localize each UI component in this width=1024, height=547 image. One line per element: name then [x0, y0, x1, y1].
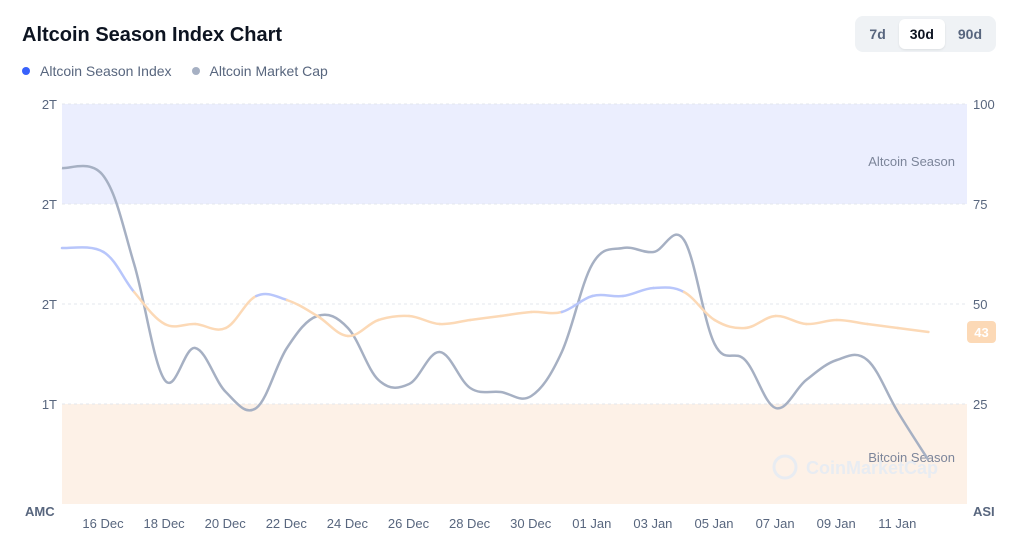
range-90d-button[interactable]: 90d — [957, 26, 982, 42]
series-altcoin-season-index-segment — [713, 318, 747, 330]
range-30d-button[interactable]: 30d — [898, 19, 945, 49]
series-altcoin-season-index-segment — [316, 314, 350, 338]
x-axis-tick: 20 Dec — [205, 516, 247, 531]
right-axis-title: ASI — [973, 504, 995, 519]
series-altcoin-season-index-segment — [407, 314, 441, 326]
legend-item-amc[interactable]: Altcoin Market Cap — [191, 63, 328, 79]
x-axis-tick: 03 Jan — [633, 516, 672, 531]
x-axis-tick: 16 Dec — [82, 516, 124, 531]
x-axis-tick: 18 Dec — [143, 516, 185, 531]
right-axis-tick-25: 25 — [973, 397, 987, 412]
series-altcoin-season-index-segment — [163, 322, 197, 328]
series-altcoin-season-index-segment — [896, 326, 930, 334]
legend-label-amc: Altcoin Market Cap — [209, 63, 328, 79]
x-axis-tick: 07 Jan — [756, 516, 795, 531]
x-axis-tick: 09 Jan — [817, 516, 856, 531]
series-altcoin-season-index-segment — [621, 286, 655, 298]
series-altcoin-season-index-segment — [132, 290, 166, 326]
coinmarketcap-watermark: CoinMarketCap — [772, 454, 938, 480]
series-altcoin-season-index-segment — [866, 322, 900, 330]
series-altcoin-season-index-segment — [682, 290, 716, 322]
bitcoin-season-zone — [62, 404, 967, 504]
series-altcoin-season-index-segment — [774, 314, 808, 326]
series-altcoin-season-index-segment — [224, 294, 258, 330]
series-altcoin-season-index-segment — [499, 310, 533, 318]
current-value-badge — [967, 321, 996, 343]
x-axis-tick: 05 Jan — [694, 516, 733, 531]
x-axis-tick: 26 Dec — [388, 516, 430, 531]
series-altcoin-season-index-segment — [652, 286, 686, 294]
watermark-logo-icon — [772, 454, 798, 480]
bitcoin-season-label: Bitcoin Season — [868, 450, 955, 465]
right-axis-tick-75: 75 — [973, 197, 987, 212]
range-7d-button[interactable]: 7d — [869, 26, 886, 42]
chart-legend: Altcoin Season Index Altcoin Market Cap — [22, 63, 328, 79]
x-axis-tick: 24 Dec — [327, 516, 369, 531]
series-altcoin-season-index-segment — [438, 318, 472, 326]
chart-title: Altcoin Season Index Chart — [22, 24, 283, 46]
series-altcoin-season-index-segment — [560, 294, 594, 314]
left-axis-tick: 2T — [42, 197, 57, 212]
current-value-label: 43 — [974, 325, 988, 340]
x-axis-tick: 22 Dec — [266, 516, 308, 531]
legend-item-asi[interactable]: Altcoin Season Index — [22, 63, 172, 79]
legend-label-asi: Altcoin Season Index — [40, 63, 172, 79]
legend-dot-asi — [22, 67, 30, 75]
series-altcoin-season-index-segment — [102, 250, 136, 294]
series-altcoin-season-index-segment — [530, 310, 564, 315]
x-axis-tick: 28 Dec — [449, 516, 491, 531]
altcoin-season-label: Altcoin Season — [868, 154, 955, 169]
time-range-selector: 7d 30d 90d — [855, 16, 996, 52]
right-axis-tick-50: 50 — [973, 297, 987, 312]
series-altcoin-season-index-segment — [835, 318, 869, 326]
series-altcoin-market-cap — [61, 164, 930, 461]
series-altcoin-season-index-segment — [285, 298, 319, 318]
series-altcoin-season-index-segment — [468, 314, 502, 322]
x-axis-tick: 30 Dec — [510, 516, 552, 531]
right-axis-tick-100: 100 — [973, 97, 995, 112]
altcoin-season-zone — [62, 104, 967, 204]
series-altcoin-season-index-segment — [60, 246, 105, 254]
series-altcoin-season-index-segment — [193, 322, 228, 331]
series-altcoin-season-index-segment — [377, 314, 411, 322]
left-axis-tick: 2T — [42, 97, 57, 112]
series-altcoin-season-index-segment — [346, 318, 380, 338]
x-axis-tick: 01 Jan — [572, 516, 611, 531]
left-axis-tick: 2T — [42, 297, 57, 312]
series-altcoin-season-index-segment — [743, 314, 777, 330]
watermark-text: CoinMarketCap — [806, 458, 938, 478]
left-axis-title: AMC — [25, 504, 55, 519]
left-axis-tick: 1T — [42, 397, 57, 412]
series-altcoin-season-index-segment — [591, 293, 625, 298]
series-altcoin-season-index-segment — [804, 318, 839, 326]
x-axis-tick: 11 Jan — [878, 516, 916, 531]
legend-dot-amc — [191, 67, 200, 75]
series-altcoin-season-index-segment — [255, 292, 289, 302]
